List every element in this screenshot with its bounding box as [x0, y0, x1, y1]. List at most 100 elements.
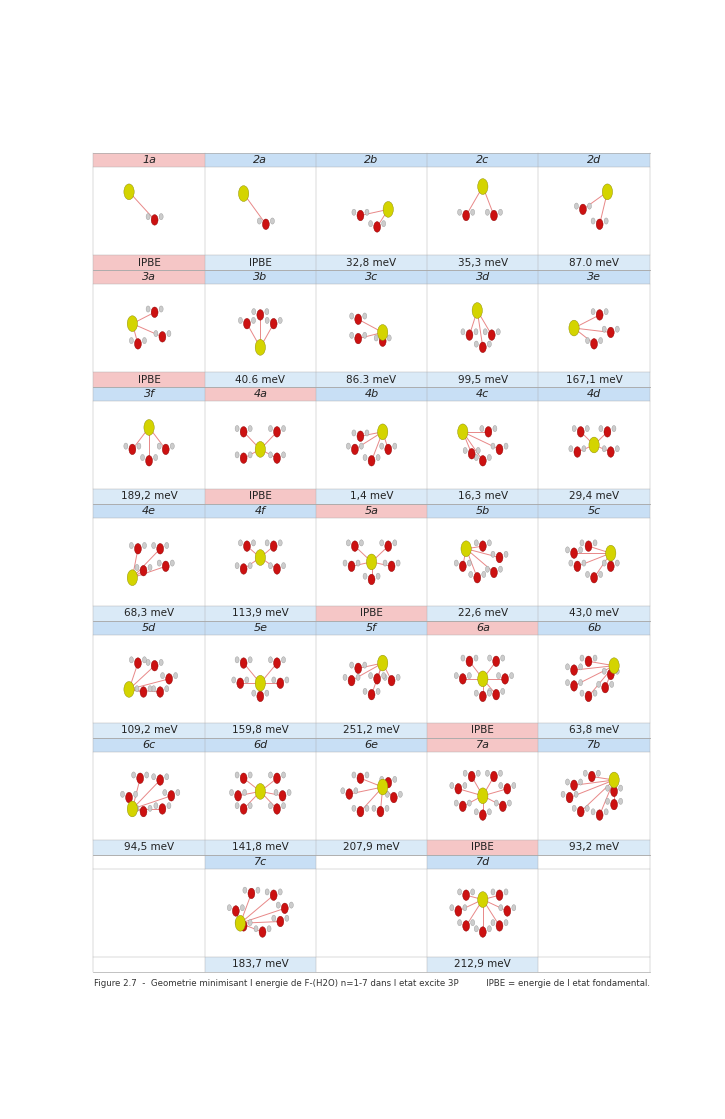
Bar: [427, 401, 539, 489]
Circle shape: [157, 443, 161, 449]
Circle shape: [390, 792, 397, 802]
Bar: [204, 504, 316, 518]
Circle shape: [487, 809, 492, 815]
Circle shape: [463, 921, 470, 931]
Circle shape: [160, 659, 163, 666]
Bar: [539, 737, 650, 752]
Circle shape: [268, 802, 273, 809]
Circle shape: [602, 560, 606, 566]
Bar: [427, 167, 539, 255]
Circle shape: [240, 773, 247, 783]
Bar: [539, 723, 650, 737]
Circle shape: [281, 802, 286, 809]
Circle shape: [343, 560, 347, 566]
Circle shape: [273, 773, 281, 783]
Circle shape: [170, 443, 174, 449]
Circle shape: [248, 772, 252, 778]
Circle shape: [346, 789, 353, 799]
Circle shape: [248, 563, 252, 568]
Circle shape: [152, 215, 158, 225]
Circle shape: [135, 564, 139, 571]
Circle shape: [356, 560, 360, 566]
Circle shape: [273, 658, 281, 668]
Circle shape: [248, 802, 252, 809]
Circle shape: [162, 444, 169, 454]
Circle shape: [140, 565, 147, 576]
Text: 5b: 5b: [476, 506, 490, 516]
Circle shape: [281, 425, 286, 432]
Bar: [539, 284, 650, 372]
Bar: [539, 255, 650, 270]
Circle shape: [240, 658, 247, 668]
Circle shape: [396, 560, 400, 566]
Circle shape: [140, 687, 147, 697]
Circle shape: [460, 561, 466, 572]
Circle shape: [571, 665, 578, 676]
Circle shape: [596, 219, 603, 229]
Circle shape: [154, 454, 157, 461]
Bar: [94, 504, 204, 518]
Circle shape: [268, 452, 273, 458]
Circle shape: [491, 888, 495, 895]
Circle shape: [376, 573, 380, 580]
Circle shape: [244, 540, 250, 552]
Circle shape: [357, 807, 364, 817]
Circle shape: [228, 904, 231, 911]
Circle shape: [176, 790, 180, 796]
Circle shape: [381, 673, 386, 679]
Circle shape: [501, 688, 505, 695]
Circle shape: [480, 425, 484, 432]
Circle shape: [245, 677, 249, 683]
Bar: [316, 737, 427, 752]
Bar: [316, 255, 427, 270]
Bar: [539, 270, 650, 284]
Circle shape: [497, 673, 500, 679]
Text: 7a: 7a: [476, 740, 490, 750]
Bar: [427, 621, 539, 634]
Circle shape: [127, 801, 138, 817]
Circle shape: [491, 920, 495, 925]
Circle shape: [162, 561, 169, 572]
Text: IPBE: IPBE: [249, 491, 272, 501]
Text: 4b: 4b: [365, 389, 378, 399]
Bar: [316, 605, 427, 621]
Text: 1,4 meV: 1,4 meV: [349, 491, 393, 501]
Circle shape: [599, 425, 603, 432]
Circle shape: [496, 890, 503, 901]
Circle shape: [599, 338, 602, 344]
Circle shape: [146, 455, 152, 466]
Bar: [316, 284, 427, 372]
Circle shape: [455, 800, 458, 806]
Circle shape: [265, 318, 269, 323]
Circle shape: [466, 656, 473, 667]
Circle shape: [468, 800, 471, 806]
Circle shape: [474, 573, 481, 583]
Circle shape: [355, 333, 362, 344]
Bar: [539, 855, 650, 868]
Circle shape: [455, 673, 458, 679]
Circle shape: [368, 455, 375, 466]
Text: 141,8 meV: 141,8 meV: [232, 843, 289, 853]
Circle shape: [378, 325, 388, 340]
Circle shape: [165, 543, 169, 548]
Text: 7c: 7c: [254, 857, 267, 867]
Circle shape: [146, 659, 150, 666]
Circle shape: [579, 679, 583, 686]
Circle shape: [388, 561, 395, 572]
Text: 7d: 7d: [476, 857, 490, 867]
Circle shape: [152, 307, 158, 318]
Circle shape: [474, 690, 479, 696]
Circle shape: [252, 539, 255, 546]
Circle shape: [463, 210, 470, 220]
Circle shape: [268, 425, 273, 432]
Text: 3a: 3a: [142, 272, 156, 282]
Text: 167,1 meV: 167,1 meV: [566, 375, 623, 385]
Text: 68,3 meV: 68,3 meV: [124, 609, 174, 619]
Bar: [204, 868, 316, 957]
Circle shape: [474, 454, 479, 461]
Circle shape: [455, 560, 458, 566]
Circle shape: [457, 424, 468, 440]
Circle shape: [487, 341, 492, 347]
Circle shape: [137, 773, 144, 783]
Circle shape: [373, 674, 381, 684]
